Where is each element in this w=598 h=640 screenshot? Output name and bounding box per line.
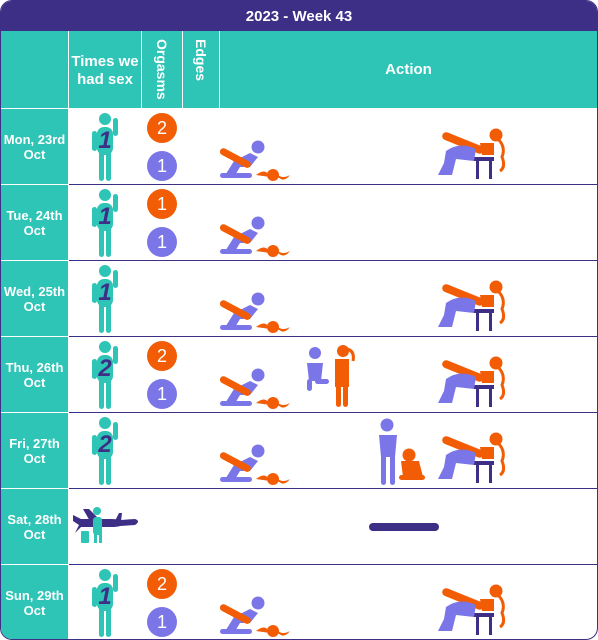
position-chair-icon (436, 431, 506, 485)
row-divider (69, 184, 597, 185)
times-count: 1 (98, 583, 112, 610)
times-person-icon: 1 (89, 265, 121, 335)
row-divider (69, 412, 597, 413)
position-chair-icon (436, 127, 506, 181)
times-count: 1 (98, 279, 112, 306)
times-person-icon: 2 (89, 417, 121, 487)
position-chair-icon (436, 355, 506, 409)
times-person-icon: 1 (89, 569, 121, 639)
row-divider (69, 488, 597, 489)
position-kneeling-icon (305, 345, 355, 409)
header-action: Action (220, 31, 597, 108)
header-orgasms: Orgasms (142, 31, 182, 108)
position-prone-icon (220, 596, 290, 637)
row-divider (69, 564, 597, 565)
position-prone-icon (220, 444, 290, 485)
position-prone-icon (220, 216, 290, 257)
orgasm-badge-partner-a: 2 (147, 569, 177, 599)
times-person-icon: 2 (89, 341, 121, 411)
times-count: 1 (98, 203, 112, 230)
header-days (1, 31, 68, 108)
header-times: Times we had sex (69, 31, 141, 108)
day-label: Thu, 26th Oct (1, 337, 68, 412)
times-count: 2 (98, 431, 112, 458)
row-divider (69, 336, 597, 337)
position-prone-icon (220, 140, 290, 181)
day-label: Wed, 25th Oct (1, 261, 68, 336)
day-label-text: Fri, 27th Oct (9, 435, 60, 466)
day-label: Tue, 24th Oct (1, 185, 68, 260)
orgasm-badge-partner-a: 1 (147, 189, 177, 219)
times-count: 2 (98, 355, 112, 382)
orgasm-badge-partner-b: 1 (147, 151, 177, 181)
day-label-text: Sat, 28th Oct (7, 511, 62, 542)
day-label-text: Tue, 24th Oct (6, 207, 63, 238)
day-label-text: Sun, 29th Oct (5, 587, 64, 618)
position-prone-icon (220, 292, 290, 333)
header-orgasms-label: Orgasms (154, 39, 170, 100)
times-person-icon: 1 (89, 113, 121, 183)
day-label-text: Mon, 23rd Oct (3, 131, 66, 162)
position-chair-icon (436, 583, 506, 637)
day-label-text: Wed, 25th Oct (3, 283, 66, 314)
travel-icon (73, 507, 138, 543)
orgasm-badge-partner-a: 2 (147, 113, 177, 143)
day-label: Sun, 29th Oct (1, 565, 68, 639)
position-standing-icon (379, 418, 425, 485)
orgasm-badge-partner-b: 1 (147, 607, 177, 637)
position-prone-icon (220, 368, 290, 409)
day-label: Mon, 23rd Oct (1, 109, 68, 184)
day-label-text: Thu, 26th Oct (5, 359, 64, 390)
orgasm-badge-partner-a: 2 (147, 341, 177, 371)
header-edges: Edges (183, 31, 219, 108)
orgasm-badge-partner-b: 1 (147, 227, 177, 257)
header-edges-label: Edges (193, 39, 209, 82)
day-label: Sat, 28th Oct (1, 489, 68, 564)
no-action-dash (369, 523, 439, 531)
week-title: 2023 - Week 43 (1, 1, 597, 31)
orgasm-badge-partner-b: 1 (147, 379, 177, 409)
row-divider (69, 260, 597, 261)
times-count: 1 (98, 127, 112, 154)
position-chair-icon (436, 279, 506, 333)
day-label: Fri, 27th Oct (1, 413, 68, 488)
times-person-icon: 1 (89, 189, 121, 259)
